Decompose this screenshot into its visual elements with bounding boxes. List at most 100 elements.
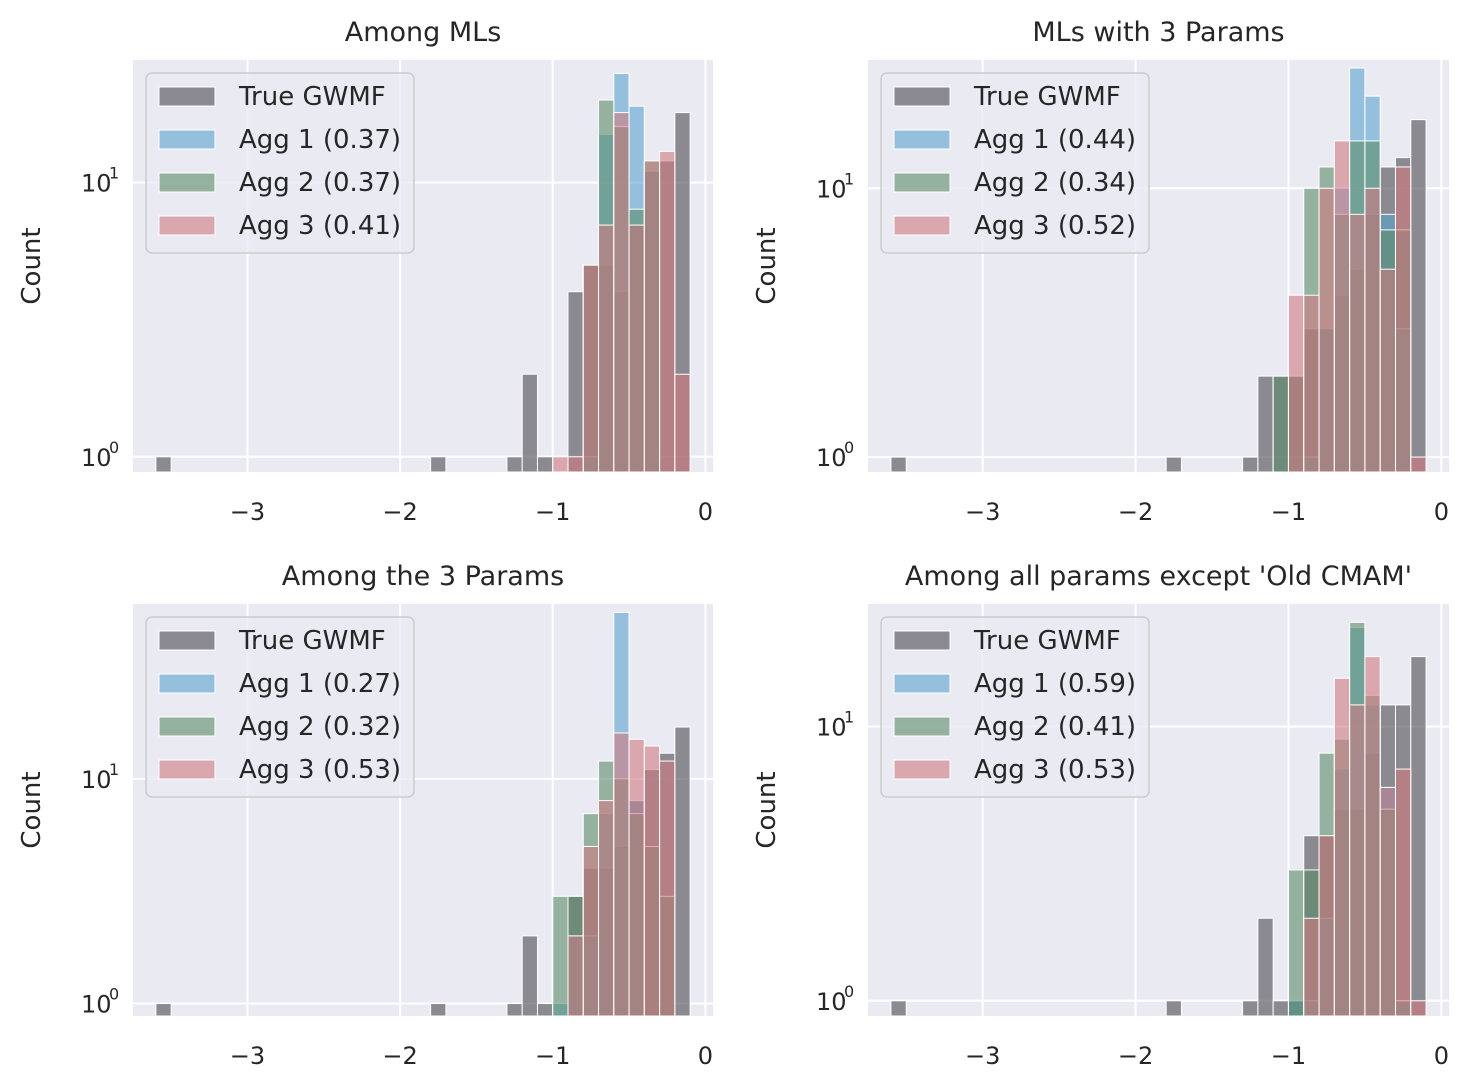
histogram-bar [430,1003,447,1017]
histogram-bar [552,895,569,1017]
histogram-bar [1410,656,1427,1017]
y-tick-label: 101 [81,164,119,198]
histogram-bar [1257,375,1274,473]
legend-label: Agg 3 (0.53) [974,755,1136,785]
legend-swatch [893,673,951,694]
y-tick-exponent: 0 [109,985,119,1004]
y-tick-label: 100 [81,985,119,1019]
histogram-bar [430,456,447,473]
legend-label: Agg 2 (0.37) [239,168,401,198]
series-4 [1287,140,1427,473]
histogram-bar [1165,456,1182,473]
x-tick-label: −3 [230,498,265,526]
y-axis-label: Count [17,771,47,848]
legend: True GWMF Agg 1 (0.27) Agg 2 (0.32) Agg 3 (… [145,616,415,798]
y-tick-exponent: 0 [109,438,119,457]
histogram-bar [598,800,615,1017]
histogram-bar [1364,187,1381,473]
histogram-bar [552,456,569,473]
x-tick-label: −2 [1118,498,1153,526]
histogram-bar [567,291,584,473]
legend: True GWMF Agg 1 (0.37) Agg 2 (0.37) Agg 3 (… [145,72,415,254]
legend-label: Agg 2 (0.32) [239,712,401,742]
legend-label: Agg 3 (0.53) [239,755,401,785]
legend-swatch [158,673,216,694]
histogram-bar [1272,1000,1289,1017]
histogram-bar [1287,294,1305,473]
legend-label: Agg 1 (0.37) [239,125,401,155]
histogram-bar [1318,835,1335,1017]
histogram-bar [536,1003,554,1017]
y-tick-exponent: 1 [844,169,854,188]
x-tick-label: 0 [698,498,713,526]
legend-swatch [158,172,216,193]
legend-label: True GWMF [238,626,386,656]
histogram-bar [598,224,615,473]
y-tick-label: 100 [81,438,119,472]
legend: True GWMF Agg 1 (0.44) Agg 2 (0.34) Agg 3 (… [880,72,1150,254]
series-4 [567,732,676,1017]
x-tick-label: −1 [1271,1042,1306,1070]
x-tick-label: 0 [1434,1042,1449,1070]
y-tick-exponent: 1 [109,164,119,183]
x-tick-label: 0 [1434,498,1449,526]
legend-label: True GWMF [973,626,1121,656]
histogram-bar [536,456,554,473]
y-tick-base: 10 [81,766,112,794]
legend-label: True GWMF [973,82,1121,112]
histogram-bar [1379,786,1396,1017]
legend-swatch [158,215,216,236]
y-tick-label: 101 [81,760,119,794]
x-tick-label: −2 [382,498,417,526]
legend-frame [880,616,1150,798]
legend-frame [145,72,415,254]
legend-label: Agg 1 (0.59) [974,669,1136,699]
legend-swatch [158,716,216,737]
histogram-bar [1410,1000,1427,1017]
histogram-bar [659,150,676,473]
legend-label: Agg 3 (0.52) [974,211,1136,241]
histogram-bar [155,1003,172,1017]
histogram-bar [643,745,661,1017]
y-tick-exponent: 0 [844,438,854,457]
histogram-bar [628,738,645,1017]
histogram-bar [1364,656,1381,1017]
y-tick-label: 100 [816,982,854,1016]
histogram-bar [1242,1000,1259,1017]
legend-swatch [893,86,951,107]
histogram-bar [613,112,630,473]
legend-swatch [158,630,216,651]
legend-frame [145,616,415,798]
y-axis-label: Count [752,227,782,304]
histogram-bar [155,456,172,473]
x-tick-label: −1 [1271,498,1306,526]
x-tick-label: −2 [1118,1042,1153,1070]
series-4 [552,112,691,473]
histogram-bar [506,456,523,473]
y-axis-label: Count [17,227,47,304]
histogram-bar [1333,677,1351,1017]
histogram-bar [1272,375,1289,473]
y-tick-base: 10 [81,444,112,472]
histogram-bar [613,732,630,1017]
histogram-bar [1410,119,1427,473]
legend-label: Agg 2 (0.41) [974,712,1136,742]
y-tick-base: 10 [81,170,112,198]
histogram-bar [1349,213,1366,473]
histogram-bar [1394,768,1412,1017]
legend-swatch [158,86,216,107]
y-tick-label: 101 [816,169,854,203]
histogram-bar [890,456,907,473]
legend-swatch [893,759,951,780]
histogram-bar [628,224,645,473]
y-tick-exponent: 0 [844,982,854,1001]
x-tick-label: −3 [965,498,1000,526]
y-tick-base: 10 [816,444,847,472]
legend-swatch [893,215,951,236]
y-tick-base: 10 [81,991,112,1019]
